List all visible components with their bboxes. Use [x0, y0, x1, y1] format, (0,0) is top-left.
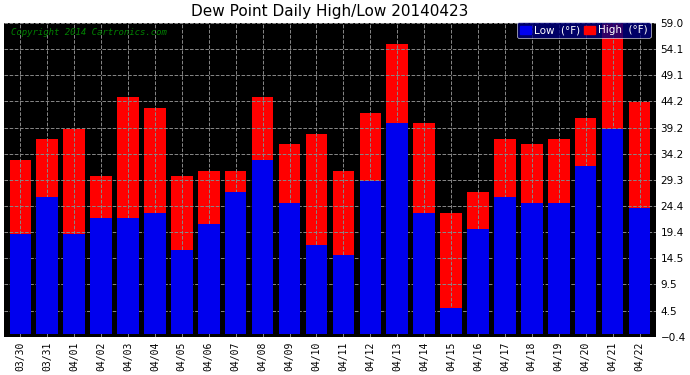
Bar: [521, 202, 542, 334]
Bar: [413, 213, 435, 334]
Bar: [198, 171, 219, 334]
Bar: [144, 108, 166, 334]
Bar: [629, 102, 651, 334]
Bar: [37, 197, 58, 334]
Bar: [575, 118, 596, 334]
Bar: [602, 23, 623, 334]
Bar: [225, 192, 246, 334]
Bar: [10, 160, 31, 334]
Bar: [333, 255, 354, 334]
Bar: [171, 250, 193, 334]
Bar: [279, 144, 300, 334]
Bar: [575, 166, 596, 334]
Bar: [494, 197, 515, 334]
Bar: [548, 202, 569, 334]
Bar: [494, 139, 515, 334]
Bar: [117, 97, 139, 334]
Bar: [440, 308, 462, 334]
Bar: [63, 234, 85, 334]
Bar: [10, 234, 31, 334]
Bar: [467, 229, 489, 334]
Bar: [440, 213, 462, 334]
Bar: [63, 129, 85, 334]
Bar: [306, 134, 327, 334]
Bar: [359, 182, 381, 334]
Bar: [333, 171, 354, 334]
Title: Dew Point Daily High/Low 20140423: Dew Point Daily High/Low 20140423: [191, 4, 469, 19]
Bar: [198, 224, 219, 334]
Bar: [386, 123, 408, 334]
Bar: [386, 44, 408, 334]
Bar: [117, 218, 139, 334]
Bar: [521, 144, 542, 334]
Bar: [548, 139, 569, 334]
Bar: [171, 176, 193, 334]
Bar: [144, 213, 166, 334]
Bar: [225, 171, 246, 334]
Legend: Low  (°F), High  (°F): Low (°F), High (°F): [518, 22, 651, 38]
Bar: [37, 139, 58, 334]
Bar: [629, 208, 651, 334]
Bar: [413, 123, 435, 334]
Bar: [90, 176, 112, 334]
Text: Copyright 2014 Cartronics.com: Copyright 2014 Cartronics.com: [10, 28, 166, 37]
Bar: [252, 97, 273, 334]
Bar: [602, 129, 623, 334]
Bar: [90, 218, 112, 334]
Bar: [467, 192, 489, 334]
Bar: [359, 113, 381, 334]
Bar: [306, 245, 327, 334]
Bar: [279, 202, 300, 334]
Bar: [252, 160, 273, 334]
